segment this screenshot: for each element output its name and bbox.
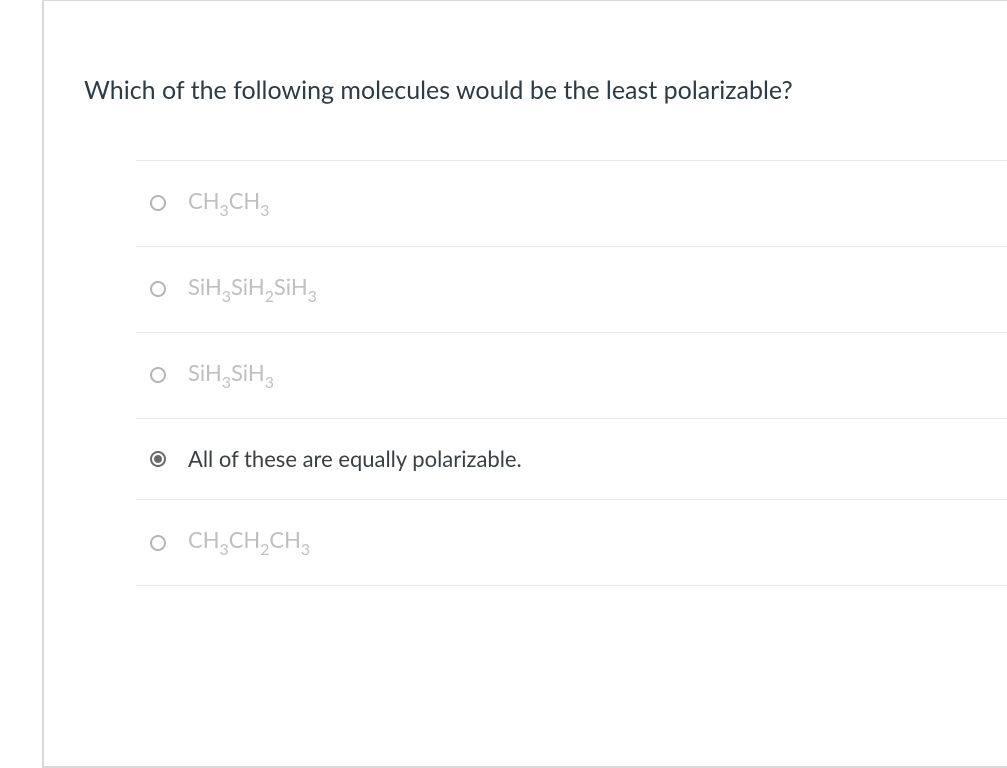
option-label: CH3CH3 xyxy=(188,187,269,220)
question-card: Which of the following molecules would b… xyxy=(84,1,1007,616)
question-text: Which of the following molecules would b… xyxy=(84,71,1007,110)
options-list: CH3CH3 SiH3SiH2SiH3 SiH3SiH3 All of these a… xyxy=(136,160,1007,587)
radio-button[interactable] xyxy=(150,451,166,467)
option-row-2[interactable]: SiH3SiH3 xyxy=(136,332,1007,418)
option-row-3[interactable]: All of these are equally polarizable. xyxy=(136,418,1007,500)
radio-button[interactable] xyxy=(150,281,166,297)
radio-button[interactable] xyxy=(150,367,166,383)
option-label: All of these are equally polarizable. xyxy=(188,445,522,474)
option-label: CH3CH2CH3 xyxy=(188,526,310,559)
option-row-0[interactable]: CH3CH3 xyxy=(136,160,1007,246)
option-label: SiH3SiH3 xyxy=(188,359,274,392)
question-frame: Which of the following molecules would b… xyxy=(42,0,1007,768)
option-label: SiH3SiH2SiH3 xyxy=(188,273,317,306)
radio-button[interactable] xyxy=(150,535,166,551)
option-row-1[interactable]: SiH3SiH2SiH3 xyxy=(136,246,1007,332)
radio-button[interactable] xyxy=(150,195,166,211)
option-row-4[interactable]: CH3CH2CH3 xyxy=(136,499,1007,586)
